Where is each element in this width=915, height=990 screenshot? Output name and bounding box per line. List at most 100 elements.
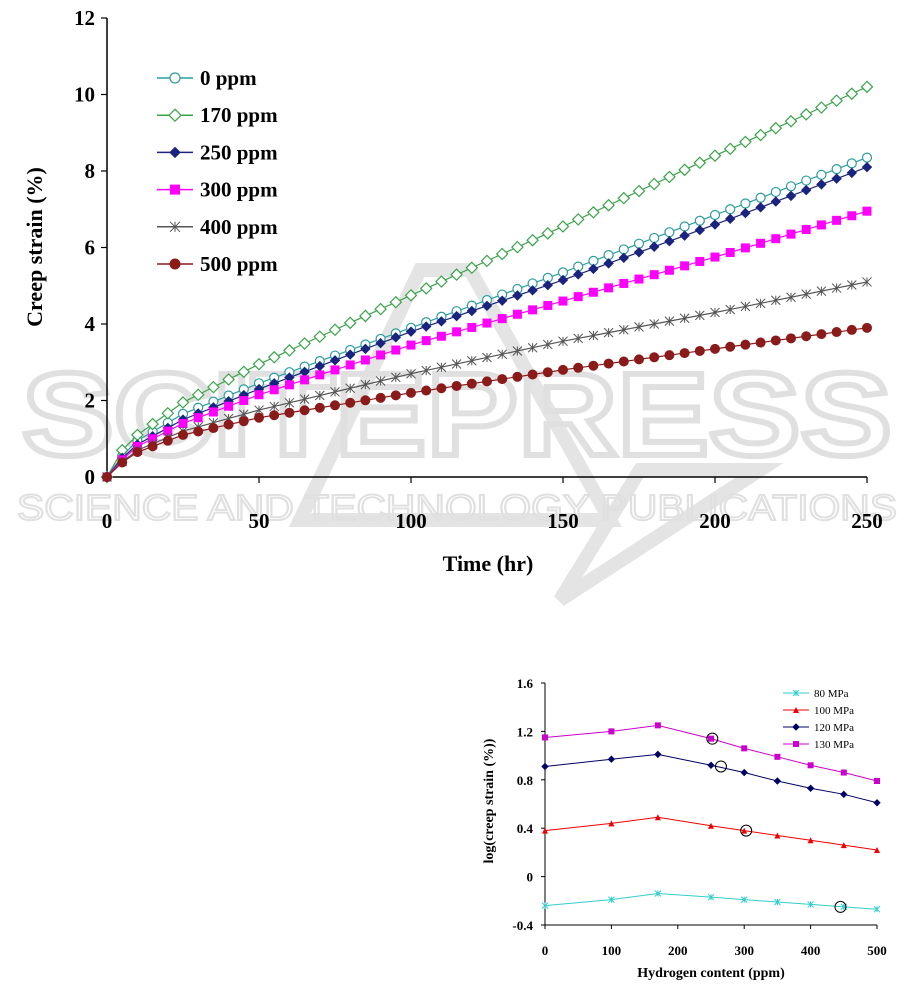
- chart1-data-point: [770, 196, 782, 207]
- chart1-data-point: [527, 369, 538, 380]
- chart1-data-point: [269, 385, 279, 395]
- chart1-data-point: [451, 359, 462, 369]
- chart2-annotation-circle: [706, 732, 719, 745]
- chart1-series-500-ppm: [102, 322, 872, 482]
- chart1-data-point: [269, 410, 280, 421]
- chart1-data-point: [345, 383, 356, 394]
- chart1-data-point: [390, 332, 402, 343]
- chart1-data-point: [208, 407, 218, 417]
- chart1-data-point: [406, 368, 416, 379]
- chart2-series-80-MPa: [541, 890, 881, 913]
- chart1-axes: 0 2 4 6 8 10 12 0 50 100 150 200 250: [74, 6, 883, 533]
- chart1-data-point: [816, 329, 827, 340]
- chart1-data-point: [847, 211, 857, 221]
- chart1-data-point: [680, 261, 690, 271]
- creep-strain-vs-time-chart: 0 2 4 6 8 10 12 0 50 100 150 200 250 0 ppm 170 ppm 250…: [22, 6, 883, 576]
- chart1-data-point: [421, 365, 432, 376]
- chart2-data-point: [873, 799, 881, 807]
- chart1-data-point: [283, 344, 296, 357]
- chart1-data-point: [664, 350, 675, 361]
- chart1-data-point: [709, 209, 721, 221]
- chart1-data-point: [603, 327, 614, 338]
- chart2-data-point: [542, 734, 548, 741]
- chart2-legend-marker: [792, 689, 800, 697]
- chart1-data-point: [831, 283, 842, 293]
- chart2-y-axis-label: log(creep strain (%)): [482, 738, 497, 863]
- chart1-data-point: [770, 295, 781, 306]
- chart1-data-point: [497, 349, 508, 360]
- chart1-data-point: [390, 390, 401, 401]
- chart2-data-point: [807, 901, 814, 908]
- chart1-series: [100, 80, 874, 484]
- chart1-data-point: [649, 352, 660, 363]
- chart1-data-point: [313, 330, 327, 343]
- chart1-data-point: [846, 167, 858, 179]
- chart1-data-point: [769, 121, 783, 135]
- chart1-data-point: [588, 360, 599, 371]
- chart2-legend-marker: [792, 723, 800, 731]
- chart2-annotation-circle: [834, 900, 847, 913]
- chart1-data-point: [679, 221, 690, 232]
- chart1-data-point: [617, 191, 631, 205]
- chart1-data-point: [543, 300, 553, 310]
- chart2-data-point: [774, 753, 781, 760]
- chart1-data-point: [299, 394, 310, 405]
- chart1-data-point: [710, 252, 720, 262]
- chart1-data-point: [406, 387, 416, 398]
- chart1-data-point: [633, 238, 645, 249]
- chart1-data-point: [800, 184, 812, 196]
- chart1-data-point: [709, 219, 721, 230]
- chart1-data-point: [360, 379, 371, 390]
- chart1-data-point: [770, 335, 781, 346]
- chart1-x-tick-label: 150: [547, 509, 579, 533]
- chart1-data-point: [664, 235, 675, 247]
- chart1-data-point: [269, 401, 280, 412]
- chart1-data-point: [511, 240, 524, 254]
- chart1-data-point: [830, 94, 843, 107]
- chart1-data-point: [314, 402, 325, 413]
- chart1-data-point: [374, 302, 387, 316]
- chart1-data-point: [558, 296, 568, 306]
- chart1-data-point: [298, 337, 311, 350]
- chart1-data-point: [786, 292, 796, 303]
- chart1-data-point: [694, 224, 706, 236]
- chart2-data-point: [707, 761, 715, 769]
- chart1-x-tick-label: 200: [699, 509, 731, 533]
- chart1-data-point: [816, 179, 827, 190]
- chart1-data-point: [512, 309, 522, 319]
- chart1-data-point: [284, 380, 294, 390]
- chart1-data-point: [436, 383, 447, 394]
- chart2-x-tick-label: 300: [734, 943, 754, 958]
- chart1-data-point: [708, 149, 722, 163]
- chart2-data-point: [542, 827, 548, 834]
- chart1-x-tick-label: 100: [395, 509, 427, 533]
- chart1-data-point: [649, 270, 659, 280]
- chart2-data-point: [608, 820, 615, 827]
- chart1-data-point: [604, 283, 614, 293]
- chart2-x-tick-label: 200: [668, 943, 688, 958]
- chart2-data-point: [840, 842, 847, 849]
- chart1-data-point: [572, 269, 584, 280]
- chart1-data-point: [345, 397, 356, 408]
- chart1-y-tick-label: 4: [85, 312, 96, 336]
- chart1-x-tick-label: 250: [851, 509, 883, 533]
- chart1-x-axis-label: Time (hr): [443, 551, 534, 576]
- log-creep-strain-vs-hydrogen-chart: -0.4 0 0.4 0.8 1.2 1.6 0 100 200 300 400 500 80 MPa…: [482, 676, 887, 981]
- chart1-data-point: [466, 355, 477, 366]
- chart2-data-point: [541, 762, 549, 771]
- chart1-data-point: [527, 342, 538, 353]
- chart1-data-point: [786, 333, 796, 344]
- chart2-y-tick-label: 1.2: [517, 724, 533, 739]
- chart2-data-point: [654, 722, 661, 729]
- chart1-data-point: [300, 375, 310, 385]
- chart2-data-point: [654, 814, 661, 821]
- chart1-data-point: [603, 358, 614, 369]
- chart1-data-point: [482, 318, 492, 328]
- chart1-data-point: [725, 247, 735, 257]
- chart1-legend-label: 500 ppm: [200, 252, 278, 276]
- chart1-data-point: [756, 238, 766, 248]
- chart1-data-point: [740, 207, 751, 219]
- chart2-data-point: [654, 750, 662, 759]
- chart1-data-point: [239, 396, 249, 405]
- chart1-y-tick-label: 8: [85, 159, 96, 183]
